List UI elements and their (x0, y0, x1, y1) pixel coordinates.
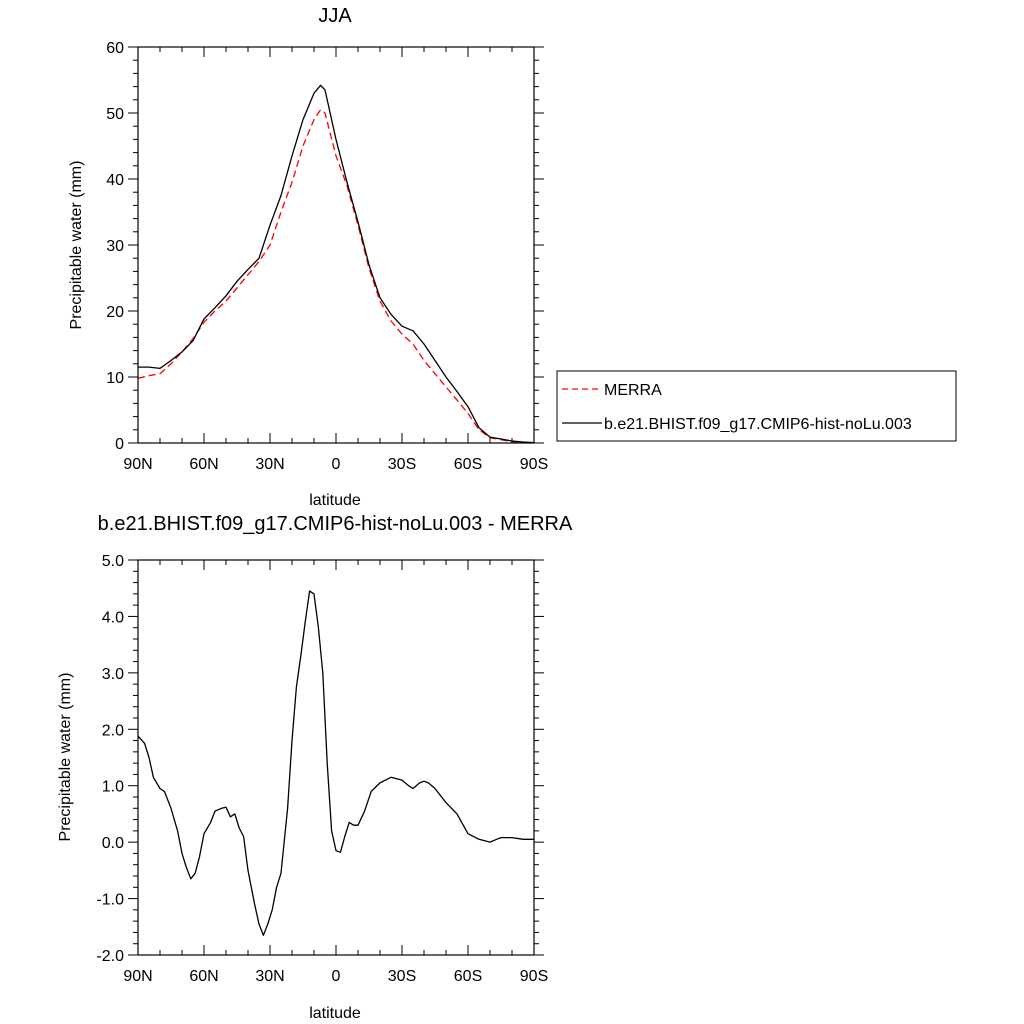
top-y-axis-label: Precipitable water (mm) (68, 161, 85, 330)
bottom-x-tick-label: 90N (123, 968, 152, 985)
bottom-x-tick-label: 60S (454, 968, 482, 985)
bottom-y-tick-label: 0.0 (102, 835, 124, 852)
top-y-tick-label: 50 (106, 106, 124, 123)
top-x-tick-label: 60N (189, 456, 218, 473)
bottom-y-tick-label: -2.0 (96, 948, 124, 965)
top-y-tick-label: 30 (106, 238, 124, 255)
top-plot-content (137, 84, 535, 444)
bottom-x-tick-label: 30N (255, 968, 284, 985)
top-panel: JJA 90N 60N 30N 0 30S 60S 90S 0 10 20 30 40 50 60 lat… (68, 5, 957, 509)
bottom-y-tick-label: 1.0 (102, 779, 124, 796)
bottom-x-tick-label: 0 (332, 968, 341, 985)
bottom-y-tick-label: 2.0 (102, 722, 124, 739)
bottom-y-tick-label: 4.0 (102, 609, 124, 626)
bottom-y-tick-label: -1.0 (96, 892, 124, 909)
bottom-x-tick-label: 30S (388, 968, 416, 985)
bottom-x-tick-label: 90S (520, 968, 548, 985)
top-y-tick-label: 20 (106, 304, 124, 321)
bottom-y-axis-label: Precipitable water (mm) (57, 673, 74, 842)
top-x-tick-label: 90N (123, 456, 152, 473)
bottom-x-axis-label: latitude (309, 1005, 361, 1022)
top-series-line-0 (137, 109, 535, 444)
bottom-y-tick-label: 5.0 (102, 553, 124, 570)
top-x-tick-label: 0 (332, 456, 341, 473)
bottom-panel: b.e21.BHIST.f09_g17.CMIP6-hist-noLu.003 … (57, 513, 573, 1022)
legend-label-model: b.e21.BHIST.f09_g17.CMIP6-hist-noLu.003 (604, 416, 912, 433)
top-x-tick-label: 60S (454, 456, 482, 473)
top-y-tick-label: 0 (115, 436, 124, 453)
top-y-tick-label: 40 (106, 172, 124, 189)
top-x-tick-label: 90S (520, 456, 548, 473)
top-x-tick-label: 30N (255, 456, 284, 473)
top-series-line-1 (138, 84, 535, 444)
top-y-tick-label: 60 (106, 40, 124, 57)
legend-label-merra: MERRA (604, 382, 662, 399)
bottom-ticks: 90N 60N 30N 0 30S 60S 90S -2.0 -1.0 0.0 1.0 2.0 3.0 4… (96, 553, 548, 985)
legend-box (556, 370, 957, 442)
top-x-tick-label: 30S (388, 456, 416, 473)
legend: MERRA b.e21.BHIST.f09_g17.CMIP6-hist-noL… (556, 370, 957, 442)
bottom-chart-title: b.e21.BHIST.f09_g17.CMIP6-hist-noLu.003 … (98, 513, 573, 535)
bottom-x-tick-label: 60N (189, 968, 218, 985)
bottom-y-tick-label: 3.0 (102, 666, 124, 683)
top-chart-title: JJA (318, 5, 352, 27)
top-x-axis-label: latitude (309, 492, 361, 509)
top-y-tick-label: 10 (106, 370, 124, 387)
top-ticks: 90N 60N 30N 0 30S 60S 90S 0 10 20 30 40 50 60 (106, 40, 548, 473)
bottom-series-line-0 (137, 590, 534, 936)
bottom-plot-content (137, 590, 534, 936)
